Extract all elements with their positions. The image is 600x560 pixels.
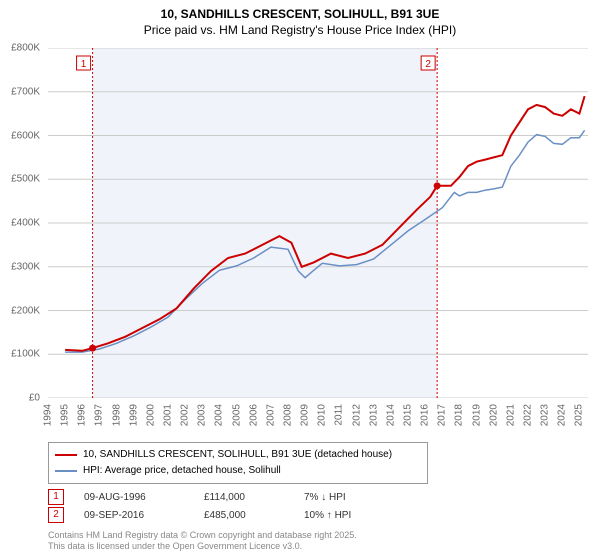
footer: Contains HM Land Registry data © Crown c… (48, 530, 357, 553)
chart-title: 10, SANDHILLS CRESCENT, SOLIHULL, B91 3U… (0, 0, 600, 22)
chart-subtitle: Price paid vs. HM Land Registry's House … (0, 22, 600, 38)
data-row-2: 2 09-SEP-2016 £485,000 10% ↑ HPI (48, 506, 404, 524)
data-date-1: 09-AUG-1996 (84, 492, 204, 503)
footer-line-1: Contains HM Land Registry data © Crown c… (48, 530, 357, 541)
data-delta-1: 7% ↓ HPI (304, 492, 404, 503)
data-price-2: £485,000 (204, 510, 304, 521)
data-delta-2: 10% ↑ HPI (304, 510, 404, 521)
chart-svg: 12 (48, 48, 588, 398)
legend-item-1: 10, SANDHILLS CRESCENT, SOLIHULL, B91 3U… (55, 447, 421, 463)
y-axis-labels: £0£100K£200K£300K£400K£500K£600K£700K£80… (0, 48, 44, 398)
svg-text:1: 1 (81, 59, 87, 70)
data-row-1: 1 09-AUG-1996 £114,000 7% ↓ HPI (48, 488, 404, 506)
marker-badge-2: 2 (48, 507, 64, 523)
legend-label-2: HPI: Average price, detached house, Soli… (83, 463, 281, 479)
data-table: 1 09-AUG-1996 £114,000 7% ↓ HPI 2 09-SEP… (48, 488, 404, 524)
legend-item-2: HPI: Average price, detached house, Soli… (55, 463, 421, 479)
legend-swatch-blue (55, 470, 77, 472)
footer-line-2: This data is licensed under the Open Gov… (48, 541, 357, 552)
marker-badge-1: 1 (48, 489, 64, 505)
x-axis-labels: 1994199519961997199819992000200120022003… (48, 400, 588, 440)
legend-label-1: 10, SANDHILLS CRESCENT, SOLIHULL, B91 3U… (83, 447, 392, 463)
legend: 10, SANDHILLS CRESCENT, SOLIHULL, B91 3U… (48, 442, 428, 484)
data-price-1: £114,000 (204, 492, 304, 503)
legend-swatch-red (55, 454, 77, 456)
svg-text:2: 2 (425, 59, 431, 70)
data-date-2: 09-SEP-2016 (84, 510, 204, 521)
